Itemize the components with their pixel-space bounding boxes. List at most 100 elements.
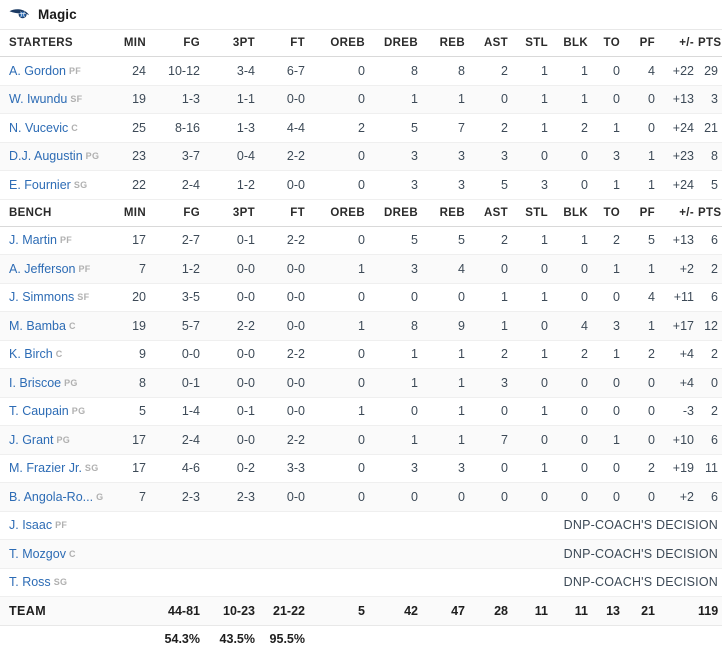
player-position: SG xyxy=(84,463,99,474)
column-header-oreb[interactable]: OREB xyxy=(309,198,369,227)
stat-fg: 2-4 xyxy=(150,425,204,455)
stat-tpt: 1-1 xyxy=(204,85,259,114)
team-percentages-row-tpt: 43.5% xyxy=(204,624,259,652)
column-header-pts[interactable]: PTS xyxy=(698,29,722,57)
team-totals-row-to: 13 xyxy=(592,596,624,625)
stat-stl: 1 xyxy=(512,113,552,143)
team-totals-row-dreb: 42 xyxy=(369,596,422,625)
column-header-pf[interactable]: PF xyxy=(624,29,659,57)
stat-pm: +4 xyxy=(659,368,698,398)
column-header-pm[interactable]: +/- xyxy=(659,198,698,227)
stat-oreb: 0 xyxy=(309,56,369,86)
column-header-min[interactable]: MIN xyxy=(118,198,150,227)
stat-dreb: 3 xyxy=(369,254,422,284)
stat-pf: 2 xyxy=(624,340,659,369)
stat-pm: +13 xyxy=(659,85,698,114)
player-name-link[interactable]: N. Vucevic xyxy=(9,120,69,135)
team-percentages-row-fg: 54.3% xyxy=(150,624,204,652)
column-header-ft[interactable]: FT xyxy=(259,29,309,57)
player-cell: I. Briscoe PG xyxy=(0,368,118,398)
player-name-link[interactable]: D.J. Augustin xyxy=(9,149,83,164)
team-name: Magic xyxy=(38,7,77,22)
player-name-link[interactable]: A. Jefferson xyxy=(9,261,76,276)
dnp-reason: DNP-COACH'S DECISION xyxy=(118,539,722,569)
stat-pf: 0 xyxy=(624,368,659,398)
player-name-link[interactable]: A. Gordon xyxy=(9,63,66,78)
player-name-link[interactable]: I. Briscoe xyxy=(9,375,62,390)
player-name-link[interactable]: T. Caupain xyxy=(9,404,69,419)
player-name-link[interactable]: M. Frazier Jr. xyxy=(9,461,82,476)
column-header-ast[interactable]: AST xyxy=(469,198,512,227)
column-header-dreb[interactable]: DREB xyxy=(369,198,422,227)
column-header-stl[interactable]: STL xyxy=(512,198,552,227)
column-header-stl[interactable]: STL xyxy=(512,29,552,57)
column-header-blk[interactable]: BLK xyxy=(552,198,592,227)
stat-pts: 8 xyxy=(698,142,722,171)
stat-blk: 1 xyxy=(552,85,592,114)
stat-ast: 0 xyxy=(469,85,512,114)
stat-oreb: 1 xyxy=(309,311,369,341)
column-header-fg[interactable]: FG xyxy=(150,198,204,227)
stat-fg: 10-12 xyxy=(150,56,204,86)
column-header-reb[interactable]: REB xyxy=(422,198,469,227)
stat-reb: 9 xyxy=(422,311,469,341)
table-row: A. Jefferson PF 7 1-2 0-0 0-0 1 3 4 0 0 0 1 1 +2 2 xyxy=(0,254,722,284)
player-name-link[interactable]: J. Martin xyxy=(9,233,57,248)
column-header-to[interactable]: TO xyxy=(592,29,624,57)
stat-tpt: 2-2 xyxy=(204,311,259,341)
player-position: PG xyxy=(71,406,86,417)
stat-pf: 4 xyxy=(624,56,659,86)
stat-to: 1 xyxy=(592,425,624,455)
stat-pf: 1 xyxy=(624,311,659,341)
column-header-oreb[interactable]: OREB xyxy=(309,29,369,57)
stat-pm: +23 xyxy=(659,142,698,171)
player-name-link[interactable]: B. Angola-Ro... xyxy=(9,489,94,504)
stat-tpt: 0-0 xyxy=(204,340,259,369)
player-cell: M. Bamba C xyxy=(0,311,118,341)
team-percentages-row-min xyxy=(118,624,150,652)
player-name-link[interactable]: J. Simmons xyxy=(9,290,75,305)
player-cell: W. Iwundu SF xyxy=(0,85,118,114)
player-cell: M. Frazier Jr. SG xyxy=(0,454,118,483)
stat-oreb: 2 xyxy=(309,113,369,143)
stat-tpt: 2-3 xyxy=(204,482,259,512)
column-header-tpt[interactable]: 3PT xyxy=(204,198,259,227)
column-header-ast[interactable]: AST xyxy=(469,29,512,57)
starters-header: STARTERS MIN FG 3PT FT OREB DREB REB AST STL BLK TO… xyxy=(0,29,722,57)
column-header-to[interactable]: TO xyxy=(592,198,624,227)
player-name-link[interactable]: W. Iwundu xyxy=(9,92,68,107)
stat-tpt: 0-0 xyxy=(204,425,259,455)
player-name-link[interactable]: M. Bamba xyxy=(9,318,66,333)
player-name-link[interactable]: K. Birch xyxy=(9,347,53,362)
stat-tpt: 0-1 xyxy=(204,397,259,426)
column-header-blk[interactable]: BLK xyxy=(552,29,592,57)
stat-stl: 1 xyxy=(512,283,552,312)
player-name-link[interactable]: J. Grant xyxy=(9,432,54,447)
stat-pf: 0 xyxy=(624,482,659,512)
stat-pts: 6 xyxy=(698,425,722,455)
column-header-tpt[interactable]: 3PT xyxy=(204,29,259,57)
stat-ft: 2-2 xyxy=(259,340,309,369)
stat-fg: 3-5 xyxy=(150,283,204,312)
stat-reb: 8 xyxy=(422,56,469,86)
team-header: Magic xyxy=(0,0,722,29)
column-header-pf[interactable]: PF xyxy=(624,198,659,227)
player-name-link[interactable]: T. Ross xyxy=(9,575,51,590)
column-header-reb[interactable]: REB xyxy=(422,29,469,57)
column-header-min[interactable]: MIN xyxy=(118,29,150,57)
column-header-pts[interactable]: PTS xyxy=(698,198,722,227)
player-name-link[interactable]: T. Mozgov xyxy=(9,546,66,561)
player-name-link[interactable]: J. Isaac xyxy=(9,518,53,533)
column-header-pm[interactable]: +/- xyxy=(659,29,698,57)
stat-fg: 1-2 xyxy=(150,254,204,284)
stat-stl: 0 xyxy=(512,142,552,171)
player-position: SF xyxy=(77,292,90,303)
stat-tpt: 0-1 xyxy=(204,226,259,255)
player-name-link[interactable]: E. Fournier xyxy=(9,177,71,192)
column-header-ft[interactable]: FT xyxy=(259,198,309,227)
column-header-fg[interactable]: FG xyxy=(150,29,204,57)
stat-ast: 0 xyxy=(469,254,512,284)
column-header-dreb[interactable]: DREB xyxy=(369,29,422,57)
stat-pm: +4 xyxy=(659,340,698,369)
stat-ft: 0-0 xyxy=(259,85,309,114)
